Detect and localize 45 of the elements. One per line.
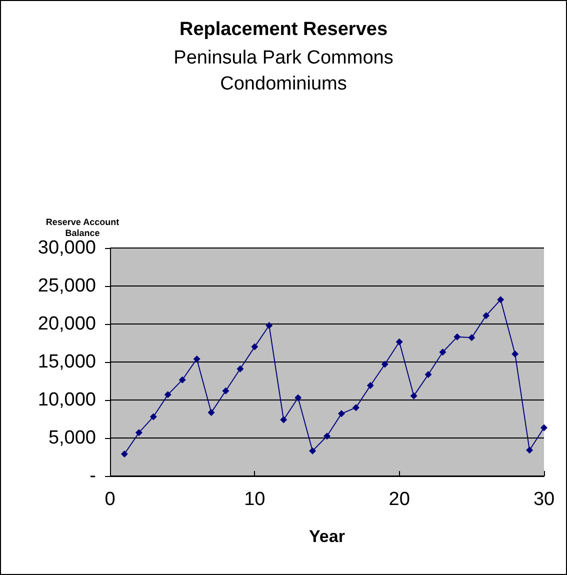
point bbox=[381, 360, 388, 368]
x-tick-label: 10 bbox=[244, 489, 266, 510]
point bbox=[222, 387, 230, 394]
point bbox=[324, 432, 330, 440]
x-tick-label: 30 bbox=[533, 489, 555, 510]
point bbox=[396, 338, 403, 346]
y-tick-label: 30,000 bbox=[38, 238, 96, 258]
point bbox=[178, 376, 186, 384]
point bbox=[410, 392, 418, 400]
x-axis-title: Year bbox=[309, 527, 346, 546]
point bbox=[439, 348, 446, 356]
point bbox=[294, 394, 302, 402]
y-tick-label: 15,000 bbox=[38, 352, 96, 372]
point bbox=[309, 447, 316, 454]
point bbox=[468, 334, 476, 342]
y-axis-title: Reserve Account Balance bbox=[46, 217, 120, 238]
y-tick-label: - bbox=[90, 466, 96, 486]
point bbox=[208, 409, 215, 416]
point bbox=[540, 424, 548, 432]
chart-subtitle: Peninsula Park Commons Condominiums bbox=[174, 48, 394, 94]
y-tick-label: 10,000 bbox=[38, 390, 96, 410]
point bbox=[424, 371, 432, 378]
point bbox=[164, 391, 172, 398]
point bbox=[454, 333, 461, 340]
x-tick-label: 20 bbox=[388, 489, 410, 510]
y-tick-label: 20,000 bbox=[38, 314, 96, 334]
point bbox=[352, 404, 360, 412]
point bbox=[135, 429, 142, 436]
point bbox=[497, 296, 504, 304]
point bbox=[526, 446, 534, 454]
point bbox=[266, 322, 273, 330]
x-tick-label: 0 bbox=[104, 489, 116, 510]
point bbox=[366, 382, 374, 390]
point bbox=[512, 350, 519, 358]
point bbox=[120, 450, 128, 458]
chart-title: Replacement Reserves bbox=[179, 19, 388, 40]
point bbox=[193, 355, 200, 362]
y-tick-label: 25,000 bbox=[38, 276, 96, 296]
point bbox=[251, 343, 258, 350]
point bbox=[482, 312, 490, 320]
point bbox=[338, 410, 345, 418]
y-tick-label: 5,000 bbox=[48, 428, 96, 448]
point bbox=[150, 413, 157, 420]
point bbox=[280, 416, 288, 424]
point bbox=[236, 365, 244, 372]
